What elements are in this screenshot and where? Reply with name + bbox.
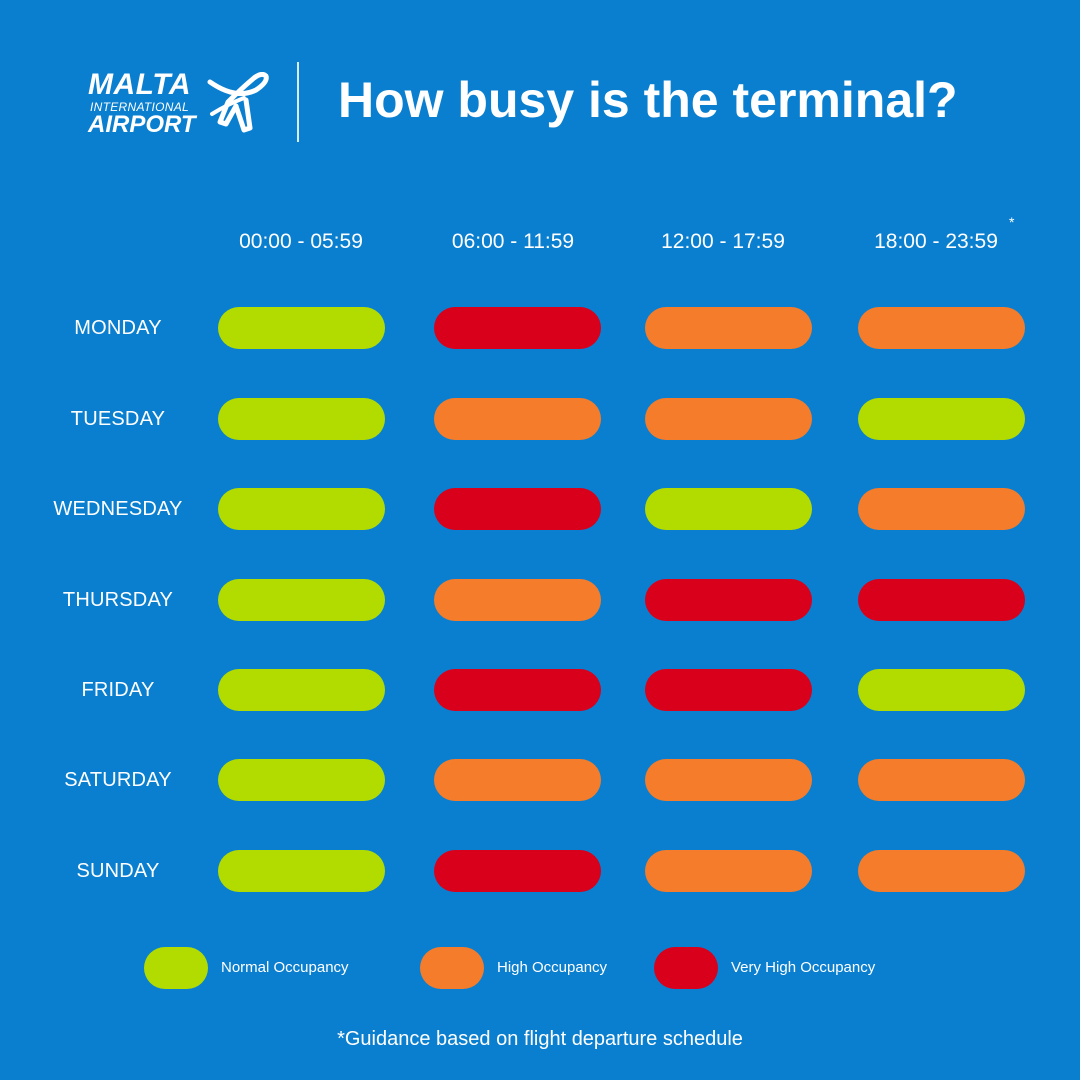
occupancy-pill-high <box>645 850 812 892</box>
occupancy-pill-high <box>858 759 1025 801</box>
column-header-morning: 06:00 - 11:59 <box>451 230 575 253</box>
legend-swatch-high <box>420 947 484 989</box>
column-header-evening: 18:00 - 23:59 <box>874 230 998 253</box>
page-title: How busy is the terminal? <box>338 72 958 128</box>
occupancy-pill-normal <box>218 850 385 892</box>
occupancy-pill-high <box>858 488 1025 530</box>
header-divider <box>297 62 299 142</box>
logo-text-malta: MALTA <box>88 68 192 101</box>
plane-icon <box>207 72 269 133</box>
legend-swatch-very-high <box>654 947 718 989</box>
malta-airport-logo: MALTA INTERNATIONAL AIRPORT <box>88 70 278 140</box>
occupancy-pill-normal <box>218 488 385 530</box>
occupancy-pill-normal <box>218 669 385 711</box>
column-asterisk: * <box>1009 214 1015 230</box>
occupancy-pill-normal <box>218 579 385 621</box>
occupancy-pill-very-high <box>645 669 812 711</box>
day-label: FRIDAY <box>81 679 155 701</box>
occupancy-pill-high <box>858 850 1025 892</box>
occupancy-pill-high <box>434 398 601 440</box>
day-label: SUNDAY <box>76 860 160 882</box>
legend-label-normal: Normal Occupancy <box>221 959 349 976</box>
occupancy-pill-very-high <box>858 579 1025 621</box>
occupancy-pill-normal <box>858 398 1025 440</box>
occupancy-pill-high <box>645 307 812 349</box>
occupancy-pill-very-high <box>434 669 601 711</box>
occupancy-pill-normal <box>218 759 385 801</box>
day-row-thursday: THURSDAY <box>0 578 1080 622</box>
occupancy-pill-high <box>434 759 601 801</box>
occupancy-pill-high <box>645 398 812 440</box>
day-row-monday: MONDAY <box>0 306 1080 350</box>
occupancy-pill-normal <box>645 488 812 530</box>
occupancy-pill-very-high <box>434 307 601 349</box>
occupancy-pill-normal <box>218 307 385 349</box>
legend-swatch-normal <box>144 947 208 989</box>
occupancy-pill-normal <box>218 398 385 440</box>
legend-label-very-high: Very High Occupancy <box>731 959 876 976</box>
logo-text-international: INTERNATIONAL <box>90 100 190 114</box>
occupancy-pill-high <box>645 759 812 801</box>
occupancy-pill-very-high <box>434 488 601 530</box>
day-label: WEDNESDAY <box>53 498 183 520</box>
day-row-wednesday: WEDNESDAY <box>0 487 1080 531</box>
day-row-tuesday: TUESDAY <box>0 397 1080 441</box>
logo-text-airport: AIRPORT <box>88 111 196 138</box>
day-label: MONDAY <box>74 317 162 339</box>
occupancy-pill-normal <box>858 669 1025 711</box>
day-row-friday: FRIDAY <box>0 668 1080 712</box>
occupancy-pill-high <box>434 579 601 621</box>
footnote: *Guidance based on flight departure sche… <box>337 1028 743 1050</box>
legend-label-high: High Occupancy <box>497 959 608 976</box>
day-row-sunday: SUNDAY <box>0 849 1080 893</box>
day-label: THURSDAY <box>62 589 174 611</box>
header: MALTA INTERNATIONAL AIRPORT How busy is … <box>0 0 1080 180</box>
occupancy-pill-very-high <box>434 850 601 892</box>
column-header-afternoon: 12:00 - 17:59 <box>661 230 785 253</box>
occupancy-pill-high <box>858 307 1025 349</box>
occupancy-pill-very-high <box>645 579 812 621</box>
day-label: TUESDAY <box>70 408 166 430</box>
day-label: SATURDAY <box>64 769 172 791</box>
day-row-saturday: SATURDAY <box>0 758 1080 802</box>
column-header-night: 00:00 - 05:59 <box>239 230 363 253</box>
